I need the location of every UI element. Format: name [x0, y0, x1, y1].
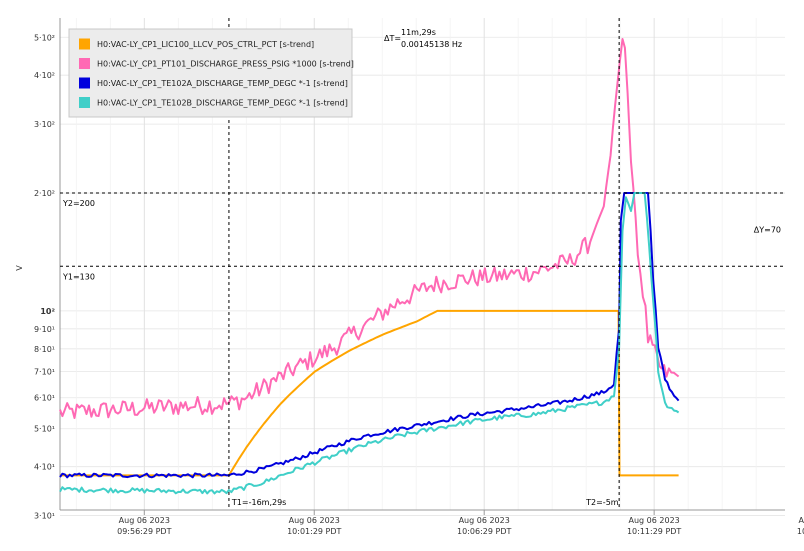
- y-tick-label: 7·10¹: [34, 368, 55, 377]
- cursor-t2-label: T2=-5m: [585, 498, 619, 507]
- y-tick-label: 3·10²: [34, 120, 55, 129]
- x-tick-date: Aug 06 2023: [459, 516, 510, 525]
- legend-box: [68, 28, 353, 118]
- x-tick-date: Aug 06 2023: [289, 516, 340, 525]
- x-tick-date: Aug 06 2023: [629, 516, 680, 525]
- y-tick-label: 5·10¹: [34, 425, 55, 434]
- x-tick-time: 10:16:29 PDT: [797, 527, 804, 536]
- legend-label: H0:VAC-LY_CP1_LIC100_LLCV_POS_CTRL_PCT […: [97, 40, 314, 49]
- x-tick-time: 10:01:29 PDT: [287, 527, 341, 536]
- legend-label: H0:VAC-LY_CP1_TE102A_DISCHARGE_TEMP_DEGC…: [97, 79, 348, 88]
- y-tick-label: 4·10¹: [34, 463, 55, 472]
- y-axis-label: V: [15, 265, 24, 271]
- legend-swatch[interactable]: [79, 97, 90, 108]
- y-tick-label: 10²: [40, 307, 55, 316]
- delta-f-value: 0.00145138 Hz: [401, 40, 462, 49]
- y-tick-label: 4·10²: [34, 71, 55, 80]
- legend-label: H0:VAC-LY_CP1_PT101_DISCHARGE_PRESS_PSIG…: [97, 60, 354, 69]
- legend[interactable]: H0:VAC-LY_CP1_LIC100_LLCV_POS_CTRL_PCT […: [68, 28, 354, 118]
- x-tick-date: Aug 06 2023: [119, 516, 170, 525]
- x-ticks: Aug 06 2023 09:56:29 PDT Aug 06 2023 10:01:…: [117, 510, 804, 536]
- legend-swatch[interactable]: [79, 38, 90, 50]
- y-ticks: 3·10¹ 4·10¹ 5·10¹ 6·10¹ 7·10¹ 8·10¹ 9·10¹ 10² 2·…: [34, 33, 56, 520]
- delta-y-label: ΔY=70: [754, 226, 781, 235]
- delta-t-value: 11m,29s: [401, 28, 436, 37]
- legend-swatch[interactable]: [79, 58, 90, 69]
- delta-t-prefix: ΔT=: [384, 34, 401, 43]
- series-line-4: [59, 192, 680, 495]
- series-line-2: [59, 38, 680, 419]
- cursor-y1-label: Y1=130: [62, 272, 95, 281]
- y-tick-label: 6·10¹: [34, 394, 55, 403]
- cursor-t1-label: T1=-16m,29s: [231, 498, 286, 507]
- x-tick-time: 10:11:29 PDT: [627, 527, 681, 536]
- y-tick-label: 9·10¹: [34, 325, 55, 334]
- cursor-y2-label: Y2=200: [62, 199, 95, 208]
- y-tick-label: 3·10¹: [34, 512, 55, 521]
- x-tick-time: 10:06:29 PDT: [457, 527, 511, 536]
- x-tick-time: 09:56:29 PDT: [117, 527, 171, 536]
- y-tick-label: 8·10¹: [34, 345, 55, 354]
- legend-label: H0:VAC-LY_CP1_TE102B_DISCHARGE_TEMP_DEGC…: [97, 99, 348, 108]
- legend-swatch[interactable]: [79, 77, 90, 89]
- series-layer: [59, 38, 680, 495]
- series-line-3: [59, 192, 680, 479]
- x-tick-date: Aug 06 2023: [798, 516, 804, 525]
- y-tick-label: 5·10²: [34, 33, 55, 42]
- cursor-layer: T1=-16m,29s T2=-5m Y1=130 Y2=200 ΔT=11m,29s 0…: [60, 18, 785, 510]
- y-tick-label: 2·10²: [34, 189, 55, 198]
